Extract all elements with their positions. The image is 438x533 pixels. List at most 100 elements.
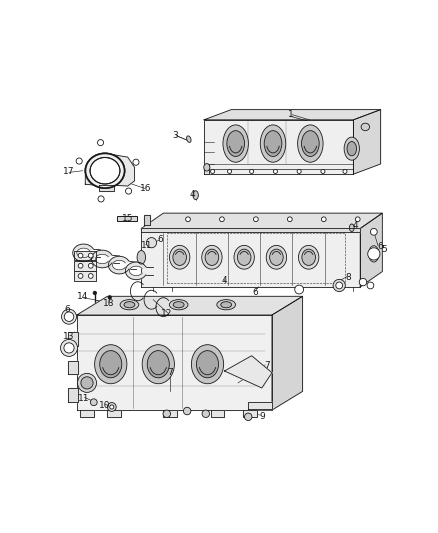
Text: 15: 15 [122,214,134,223]
Circle shape [90,399,97,406]
Circle shape [60,340,78,357]
Ellipse shape [137,251,145,264]
Text: 3: 3 [173,131,178,140]
Circle shape [273,169,277,173]
Circle shape [78,263,83,268]
Polygon shape [353,110,381,174]
Polygon shape [204,120,353,174]
Ellipse shape [95,345,127,384]
Text: 6: 6 [378,241,384,251]
Circle shape [368,248,380,260]
Circle shape [295,285,304,294]
Circle shape [343,169,347,173]
Text: 4: 4 [189,190,195,199]
FancyBboxPatch shape [74,261,96,271]
Polygon shape [92,250,112,268]
Ellipse shape [147,351,170,378]
Circle shape [211,169,215,173]
Text: 6: 6 [65,305,71,314]
Circle shape [78,273,83,278]
Circle shape [250,169,254,173]
Polygon shape [204,164,209,174]
Polygon shape [144,215,150,225]
Polygon shape [141,229,360,287]
Polygon shape [360,213,382,287]
Circle shape [254,217,258,222]
Polygon shape [99,185,114,191]
Circle shape [287,217,292,222]
Polygon shape [107,410,121,417]
Ellipse shape [347,142,357,156]
Ellipse shape [124,302,135,308]
Ellipse shape [90,157,120,184]
Polygon shape [141,229,360,232]
Ellipse shape [187,136,191,142]
Ellipse shape [142,345,174,384]
Ellipse shape [170,245,190,269]
Text: 11: 11 [141,241,152,250]
Polygon shape [204,110,381,120]
Text: 8: 8 [346,273,351,282]
FancyBboxPatch shape [74,271,96,281]
Circle shape [359,278,367,286]
Ellipse shape [270,249,283,265]
Circle shape [371,229,377,235]
Circle shape [108,296,111,299]
Polygon shape [141,213,382,229]
Text: 14: 14 [77,293,88,302]
Ellipse shape [234,245,254,269]
Ellipse shape [264,131,282,157]
Text: 12: 12 [161,310,173,319]
Ellipse shape [173,302,184,308]
Ellipse shape [217,300,236,310]
Text: 6: 6 [157,235,163,244]
Ellipse shape [301,131,319,157]
Polygon shape [108,256,129,274]
Ellipse shape [344,137,360,160]
Text: 9: 9 [259,413,265,421]
Circle shape [107,402,116,411]
Circle shape [133,159,139,165]
Circle shape [93,291,96,295]
Circle shape [61,309,77,324]
Ellipse shape [202,245,222,269]
Ellipse shape [237,249,251,265]
Ellipse shape [302,249,315,265]
Text: 17: 17 [63,167,74,176]
FancyBboxPatch shape [74,251,96,260]
Circle shape [244,413,252,421]
Ellipse shape [221,302,232,308]
Circle shape [81,377,93,389]
Circle shape [321,217,326,222]
Circle shape [336,282,343,289]
Polygon shape [243,410,257,417]
Polygon shape [248,402,272,409]
Text: 4: 4 [222,276,227,285]
Ellipse shape [298,125,323,162]
Ellipse shape [260,125,286,162]
Circle shape [367,282,374,289]
Polygon shape [73,244,93,262]
Circle shape [227,169,232,173]
Circle shape [219,217,224,222]
Text: 13: 13 [63,332,75,341]
Polygon shape [77,296,303,315]
Ellipse shape [298,245,319,269]
Ellipse shape [227,131,244,157]
Ellipse shape [205,249,219,265]
Circle shape [88,253,93,258]
Ellipse shape [223,125,248,162]
Ellipse shape [266,245,286,269]
Text: 18: 18 [102,298,114,308]
Text: 16: 16 [140,184,152,193]
Circle shape [78,374,96,392]
Ellipse shape [197,351,219,378]
Circle shape [76,158,82,164]
Polygon shape [272,296,303,410]
Ellipse shape [350,224,354,231]
Circle shape [64,343,74,353]
Text: 6: 6 [252,288,258,297]
Polygon shape [224,356,272,388]
Circle shape [355,217,360,222]
Circle shape [78,253,83,258]
